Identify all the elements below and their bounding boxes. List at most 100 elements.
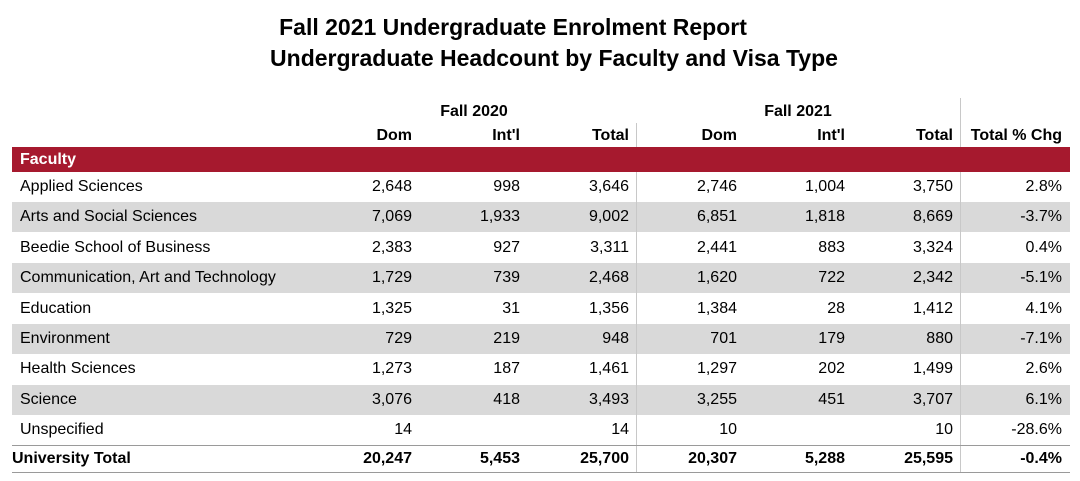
cell-intl-2021: 883 (818, 238, 845, 256)
cell-intl-2021: 28 (827, 299, 845, 317)
col-header-intl-2021: Int'l (817, 127, 845, 144)
cell-total-2021: 3,324 (912, 238, 953, 256)
cell-intl-2021: 451 (818, 390, 845, 408)
table-row: Education 1,325 31 1,356 1,384 28 1,412 4.1% (12, 294, 1070, 324)
cell-pct-chg: 2.8% (1025, 178, 1062, 195)
cell-dom-2020: 7,069 (371, 208, 412, 226)
total-dom-2021: 20,307 (688, 450, 737, 467)
table-row: Communication, Art and Technology 1,729 73… (12, 263, 1070, 294)
cell-total-2020: 3,493 (588, 390, 629, 408)
cell-dom-2020: 14 (394, 421, 412, 439)
cell-intl-2020: 998 (493, 178, 520, 195)
cell-dom-2020: 729 (385, 330, 412, 347)
cell-intl-2020: 927 (493, 238, 520, 256)
col-header-dom-2021: Dom (701, 127, 737, 144)
total-label: University Total (12, 450, 131, 467)
cell-pct-chg: 2.6% (1025, 360, 1062, 378)
cell-intl-2021: 722 (818, 269, 845, 287)
cell-dom-2020: 2,383 (371, 238, 412, 256)
group-header-fall-2021: Fall 2021 (764, 103, 832, 120)
faculty-name: Environment (20, 330, 110, 347)
total-intl-2021: 5,288 (804, 450, 845, 467)
cell-intl-2021: 202 (818, 360, 845, 378)
body-divider-right (960, 172, 961, 472)
cell-total-2021: 880 (926, 330, 953, 347)
cell-total-2020: 948 (602, 330, 629, 347)
cell-dom-2020: 1,729 (371, 269, 412, 287)
cell-total-2021: 3,750 (912, 178, 953, 195)
cell-pct-chg: 0.4% (1025, 238, 1062, 256)
table-row: Health Sciences 1,273 187 1,461 1,297 202 1,49… (12, 354, 1070, 384)
table-row: Environment 729 219 948 701 179 880 -7.1% (12, 324, 1070, 354)
cell-total-2020: 14 (611, 421, 629, 439)
cell-intl-2020: 739 (493, 269, 520, 287)
table-row: Arts and Social Sciences 7,069 1,933 9,002 6… (12, 202, 1070, 233)
cell-dom-2020: 1,273 (371, 360, 412, 378)
cell-total-2020: 2,468 (588, 269, 629, 287)
faculty-name: Education (20, 299, 92, 317)
faculty-name: Science (20, 390, 77, 408)
cell-dom-2021: 10 (719, 421, 737, 439)
cell-total-2020: 3,646 (588, 178, 629, 195)
cell-intl-2020: 219 (493, 330, 520, 347)
cell-dom-2021: 3,255 (696, 390, 737, 408)
total-bottom-rule (12, 472, 1070, 473)
cell-dom-2021: 2,441 (696, 238, 737, 256)
cell-total-2021: 3,707 (912, 390, 953, 408)
cell-total-2020: 3,311 (590, 238, 629, 256)
cell-dom-2020: 1,325 (371, 299, 412, 317)
header-divider-right (960, 98, 961, 147)
table-row: Beedie School of Business 2,383 927 3,311 2,… (12, 233, 1070, 263)
total-dom-2020: 20,247 (363, 450, 412, 467)
cell-total-2020: 9,002 (588, 208, 629, 226)
faculty-section-header: Faculty (12, 147, 1070, 172)
total-total-2020: 25,700 (580, 450, 629, 467)
total-pct-chg: -0.4% (1020, 450, 1062, 467)
cell-dom-2021: 2,746 (696, 178, 737, 195)
col-header-total-pct-chg: Total % Chg (970, 127, 1062, 144)
faculty-name: Beedie School of Business (20, 238, 211, 256)
table-row: Unspecified 14 14 10 10 -28.6% (12, 415, 1070, 445)
cell-total-2021: 1,499 (912, 360, 953, 378)
faculty-name: Arts and Social Sciences (20, 208, 197, 226)
report-title: Fall 2021 Undergraduate Enrolment Report (279, 14, 747, 40)
cell-pct-chg: 4.1% (1025, 299, 1062, 317)
faculty-section-label: Faculty (20, 151, 77, 168)
cell-dom-2021: 6,851 (696, 208, 737, 226)
cell-total-2020: 1,461 (588, 360, 629, 378)
table-row: Applied Sciences 2,648 998 3,646 2,746 1,004 3… (12, 172, 1070, 202)
cell-intl-2020: 1,933 (479, 208, 520, 226)
col-header-dom-2020: Dom (376, 127, 412, 144)
total-total-2021: 25,595 (904, 450, 953, 467)
university-total-row: University Total 20,247 5,453 25,700 20,… (12, 446, 1070, 472)
faculty-name: Communication, Art and Technology (20, 269, 276, 287)
col-header-intl-2020: Int'l (492, 127, 520, 144)
cell-intl-2020: 31 (502, 299, 520, 317)
cell-intl-2020: 187 (493, 360, 520, 378)
cell-dom-2020: 2,648 (371, 178, 412, 195)
report-subtitle: Undergraduate Headcount by Faculty and V… (270, 45, 838, 71)
cell-pct-chg: -7.1% (1020, 330, 1062, 347)
cell-total-2020: 1,356 (588, 299, 629, 317)
total-intl-2020: 5,453 (479, 450, 520, 467)
cell-dom-2020: 3,076 (371, 390, 412, 408)
cell-total-2021: 10 (935, 421, 953, 439)
cell-pct-chg: 6.1% (1025, 390, 1062, 408)
cell-intl-2020: 418 (493, 390, 520, 408)
total-top-rule (12, 445, 1070, 446)
cell-pct-chg: -5.1% (1020, 269, 1062, 287)
cell-total-2021: 1,412 (912, 299, 953, 317)
cell-dom-2021: 1,620 (696, 269, 737, 287)
cell-pct-chg: -3.7% (1020, 208, 1062, 226)
col-header-total-2021: Total (915, 127, 953, 144)
cell-total-2021: 2,342 (912, 269, 953, 287)
col-header-total-2020: Total (591, 127, 629, 144)
faculty-name: Applied Sciences (20, 178, 143, 195)
group-header-fall-2020: Fall 2020 (440, 103, 508, 120)
cell-intl-2021: 1,004 (804, 178, 845, 195)
body-divider-left (636, 172, 637, 472)
header-divider-left (636, 123, 637, 147)
cell-dom-2021: 1,297 (696, 360, 737, 378)
cell-intl-2021: 1,818 (804, 208, 845, 226)
faculty-name: Unspecified (20, 421, 104, 439)
